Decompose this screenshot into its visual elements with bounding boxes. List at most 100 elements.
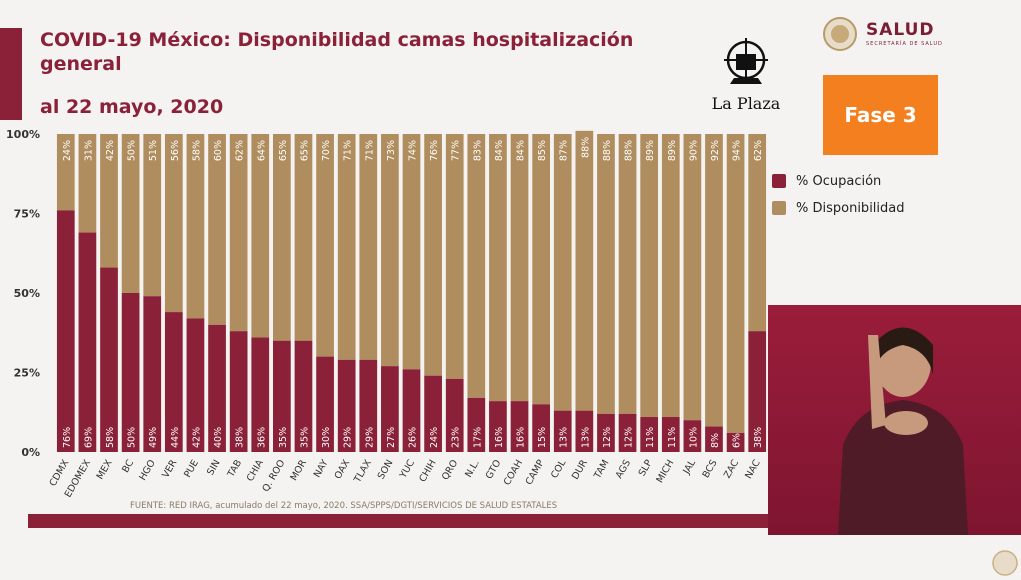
data-label-disponibilidad: 92% [710,140,721,161]
bar-ocupacion [726,432,745,452]
bar-disponibilidad [618,134,637,414]
bar-disponibilidad [489,134,507,402]
data-label-ocupacion: 12% [624,427,635,448]
bar-ocupacion [316,356,334,452]
bar-disponibilidad [553,134,572,411]
bar-disponibilidad [640,134,659,418]
bar-ocupacion [337,359,356,452]
bar-ocupacion [597,413,615,452]
data-label-ocupacion: 69% [83,427,94,448]
data-label-ocupacion: 35% [299,427,310,448]
bar-disponibilidad [726,134,745,433]
data-label-disponibilidad: 50% [127,140,138,161]
bar-disponibilidad [748,134,767,332]
category-label: VER [160,458,179,480]
category-label: DUR [570,458,590,482]
data-label-ocupacion: 38% [753,427,764,448]
data-label-disponibilidad: 71% [343,140,354,161]
bar-ocupacion [143,296,162,452]
bar-disponibilidad [316,134,334,357]
data-label-disponibilidad: 83% [472,140,483,161]
stacked-bar-chart: 0%25%50%75%100%76%24%CDMX69%31%EDOMEX58%… [6,128,767,499]
category-label: NAY [312,458,331,480]
data-label-disponibilidad: 42% [105,140,116,161]
data-label-ocupacion: 13% [580,427,591,448]
data-label-ocupacion: 27% [386,427,397,448]
data-label-ocupacion: 11% [667,427,678,448]
data-label-disponibilidad: 88% [580,137,591,158]
bar-ocupacion [489,401,507,452]
data-label-ocupacion: 24% [429,427,440,448]
bar-disponibilidad [56,134,75,211]
title-accent-bar [0,28,22,120]
bar-disponibilidad [273,134,291,341]
bar-ocupacion [705,426,723,452]
category-label: HGO [137,458,158,483]
data-label-disponibilidad: 76% [429,140,440,161]
data-label-ocupacion: 10% [688,427,699,448]
chart-source-note: FUENTE: RED IRAG, acumulado del 22 mayo,… [130,501,558,511]
bar-disponibilidad [143,134,162,297]
salud-subtext: SECRETARÍA DE SALUD [866,41,943,47]
la-plaza-logo: La Plaza [700,38,792,118]
category-label: CHIA [245,458,266,484]
category-label: SON [376,458,396,481]
bar-disponibilidad [100,134,118,268]
category-label: GTO [484,458,504,481]
data-label-ocupacion: 6% [732,433,743,448]
data-label-disponibilidad: 31% [83,140,94,161]
data-label-ocupacion: 42% [191,427,202,448]
category-label: CAMP [524,458,547,487]
bar-disponibilidad [424,134,442,376]
bar-ocupacion [294,340,313,452]
bar-disponibilidad [208,134,226,325]
data-label-disponibilidad: 62% [235,140,246,161]
category-label: OAX [333,458,353,482]
data-label-disponibilidad: 73% [386,140,397,161]
bar-disponibilidad [661,134,680,418]
bar-ocupacion [510,401,529,452]
data-label-disponibilidad: 56% [170,140,181,161]
legend-item-disponibilidad: % Disponibilidad [772,199,942,226]
bar-disponibilidad [705,134,723,427]
bar-ocupacion [186,318,205,452]
legend-label-disponibilidad: % Disponibilidad [796,201,905,216]
data-label-ocupacion: 15% [537,427,548,448]
bar-ocupacion [229,331,248,452]
bar-disponibilidad [121,134,140,293]
bar-disponibilidad [597,134,615,414]
bar-disponibilidad [381,134,399,367]
eagle-seal-icon [823,17,857,51]
bar-ocupacion [100,267,118,452]
category-label: N.L. [463,458,482,479]
data-label-disponibilidad: 74% [408,140,419,161]
chart-legend: % Ocupación % Disponibilidad [772,172,942,226]
category-label: MEX [95,458,115,482]
bar-ocupacion [164,312,183,452]
bar-disponibilidad [532,134,550,405]
data-label-ocupacion: 50% [127,427,138,448]
data-label-ocupacion: 11% [645,427,656,448]
category-label: QRO [440,458,460,482]
bar-ocupacion [683,420,702,452]
bar-disponibilidad [294,134,313,341]
y-tick-label: 25% [14,367,40,380]
data-label-disponibilidad: 87% [559,140,570,161]
data-label-disponibilidad: 64% [256,140,267,161]
y-tick-label: 50% [14,287,40,300]
category-label: TAB [225,458,244,480]
category-label: COAH [502,458,525,487]
category-label: BCS [701,458,720,480]
category-label: JAL [681,457,699,476]
bar-ocupacion [424,375,442,452]
bar-ocupacion [618,413,637,452]
legend-label-ocupacion: % Ocupación [796,174,882,189]
bar-ocupacion [445,378,464,452]
data-label-disponibilidad: 65% [278,140,289,161]
data-label-ocupacion: 16% [516,427,527,448]
bar-ocupacion [251,337,270,452]
y-tick-label: 100% [6,128,40,141]
category-label: TAM [592,458,612,481]
category-label: SLP [637,458,655,479]
